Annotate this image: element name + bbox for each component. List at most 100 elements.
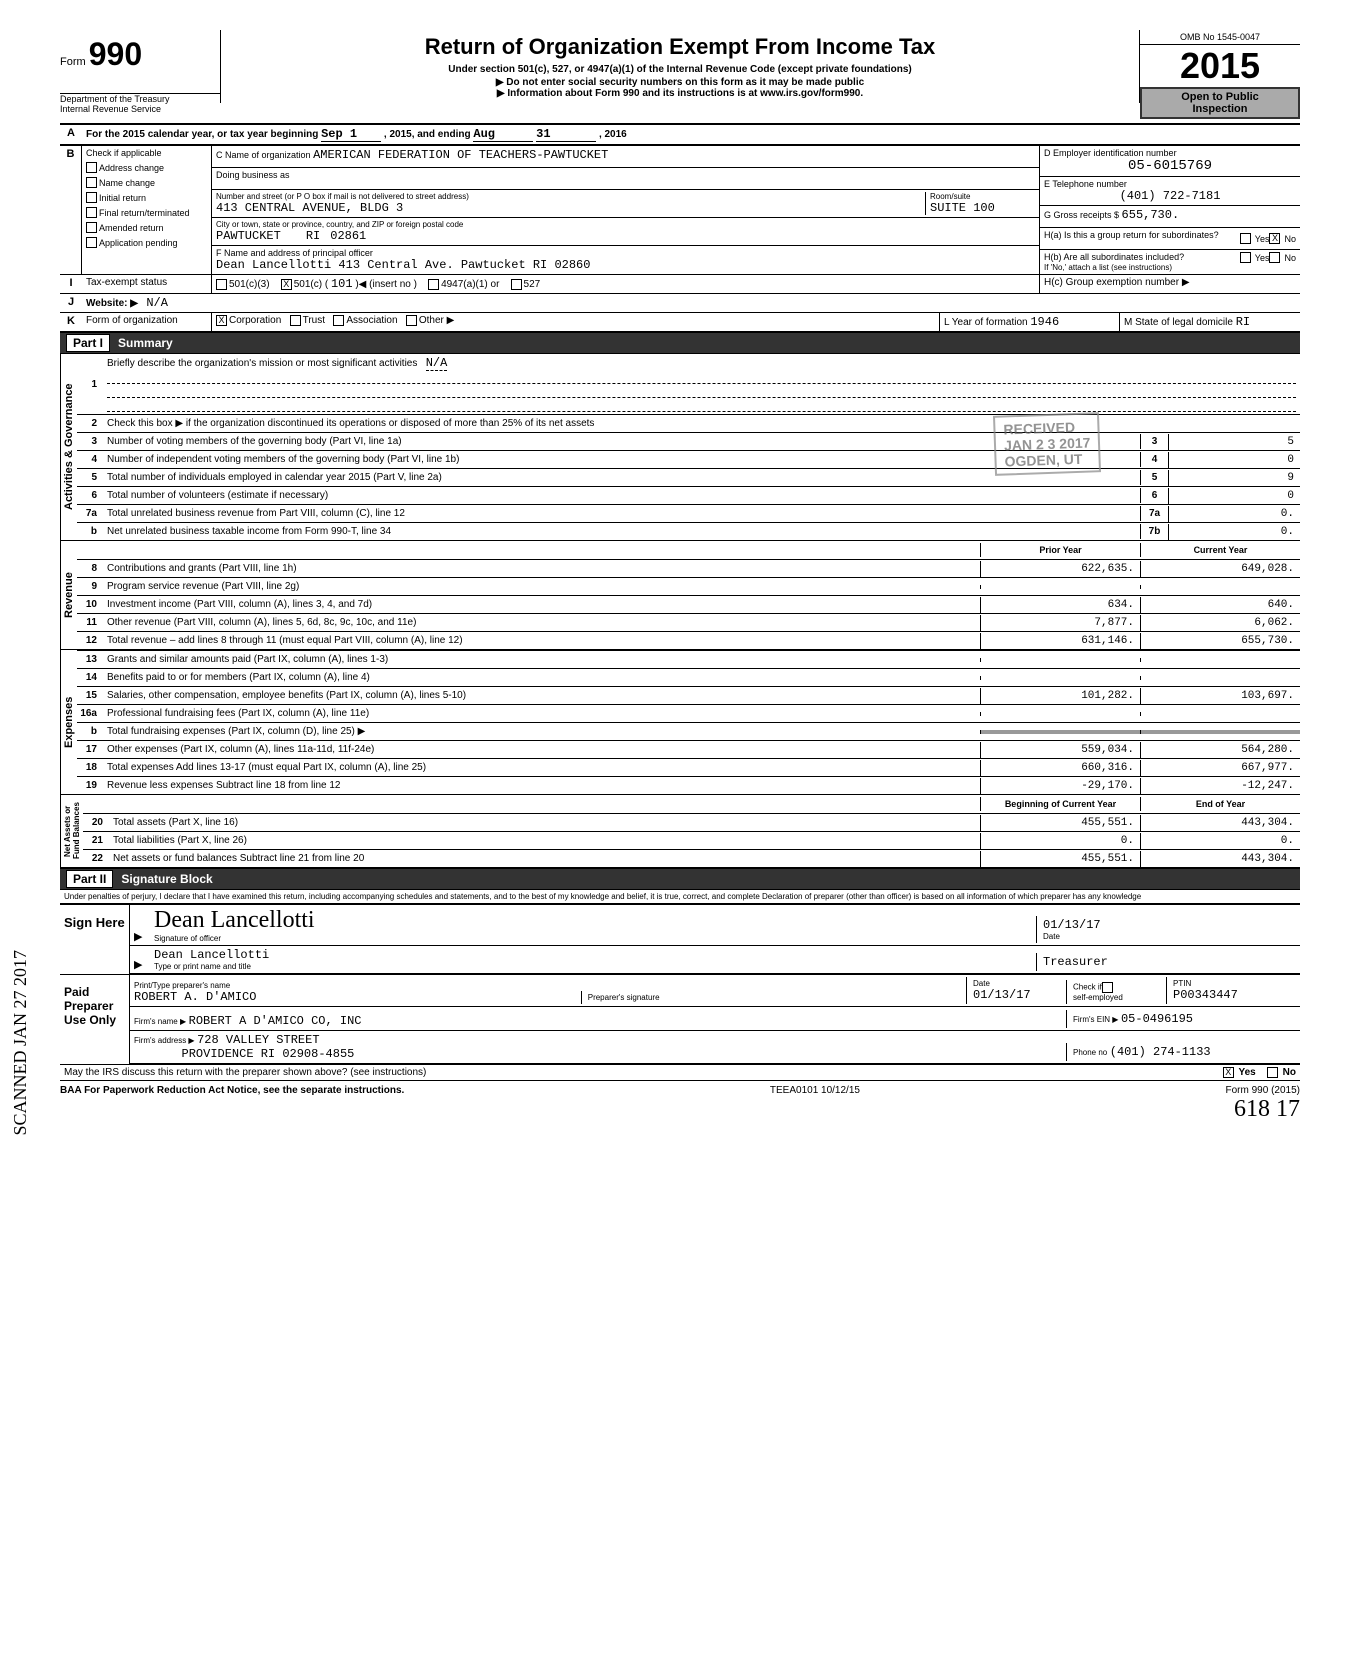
address-change-checkbox[interactable] <box>86 162 97 173</box>
h-note: If 'No,' attach a list (see instructions… <box>1044 263 1296 272</box>
sign-here-label: Sign Here <box>60 905 130 974</box>
line-num: b <box>77 724 103 739</box>
line-value: 5 <box>1168 434 1300 450</box>
ha-no-checkbox[interactable] <box>1269 233 1280 244</box>
discuss-question: May the IRS discuss this return with the… <box>64 1067 426 1078</box>
line-a-mid: , 2015, and ending <box>384 129 471 140</box>
line-num: 17 <box>77 742 103 757</box>
current-value: 649,028. <box>1140 561 1300 577</box>
firm-ein-label: Firm's EIN ▶ <box>1073 1015 1118 1024</box>
discuss-no-checkbox[interactable] <box>1267 1067 1278 1078</box>
line-value: 0. <box>1168 506 1300 522</box>
current-value: 667,977. <box>1140 760 1300 776</box>
prior-value: 559,034. <box>980 742 1140 758</box>
sig-date: 01/13/17 <box>1043 918 1290 932</box>
yof-label: L Year of formation <box>944 317 1028 328</box>
assoc-checkbox[interactable] <box>333 315 344 326</box>
501c3-checkbox[interactable] <box>216 279 227 290</box>
current-value: 655,730. <box>1140 633 1300 649</box>
current-value: 6,062. <box>1140 615 1300 631</box>
line-key: 7a <box>1140 506 1168 521</box>
corp-label: Corporation <box>229 315 281 326</box>
prior-value: 7,877. <box>980 615 1140 631</box>
paid-preparer-label: Paid Preparer Use Only <box>60 975 130 1064</box>
prep-name-label: Print/Type preparer's name <box>134 981 581 990</box>
penalties-text: Under penalties of perjury, I declare th… <box>60 889 1300 903</box>
corp-checkbox[interactable] <box>216 315 227 326</box>
room-label: Room/suite <box>930 192 1035 201</box>
501c-number: 101 <box>331 277 353 291</box>
state: RI <box>306 229 320 243</box>
gross-receipts: 655,730. <box>1122 208 1180 222</box>
line-desc: Program service revenue (Part VIII, line… <box>103 579 980 594</box>
officer: Dean Lancellotti 413 Central Ave. Pawtuc… <box>216 258 1035 272</box>
inspection-2: Inspection <box>1192 103 1247 115</box>
line-key: 6 <box>1140 488 1168 503</box>
501c-checkbox[interactable] <box>281 279 292 290</box>
line-num: 4 <box>77 452 103 467</box>
city: PAWTUCKET <box>216 229 281 243</box>
line-num: 18 <box>77 760 103 775</box>
inspection-1: Open to Public <box>1181 91 1259 103</box>
trust-checkbox[interactable] <box>290 315 301 326</box>
handwritten-note: 618 17 <box>60 1096 1300 1123</box>
officer-title: Treasurer <box>1036 953 1296 971</box>
current-value <box>1140 585 1300 589</box>
check-if-applicable: Check if applicable <box>82 146 211 160</box>
4947-checkbox[interactable] <box>428 279 439 290</box>
discuss-yes-checkbox[interactable] <box>1223 1067 1234 1078</box>
527-checkbox[interactable] <box>511 279 522 290</box>
row-k-label: K <box>60 313 82 331</box>
mission-value: N/A <box>426 356 448 371</box>
c-label: C Name of organization <box>216 150 311 160</box>
end-year-header: End of Year <box>1140 797 1300 811</box>
line-desc: Benefits paid to or for members (Part IX… <box>103 670 980 685</box>
row-i-label: I <box>60 275 82 293</box>
form-number: 990 <box>89 36 142 72</box>
hb-yes-checkbox[interactable] <box>1240 252 1251 263</box>
prior-value: -29,170. <box>980 778 1140 794</box>
begin-date: Sep 1 <box>321 127 381 142</box>
self-employed-label: self-employed <box>1073 993 1160 1002</box>
initial-return-checkbox[interactable] <box>86 192 97 203</box>
line-desc: Net assets or fund balances Subtract lin… <box>109 851 980 866</box>
line-1-num: 1 <box>77 377 103 392</box>
name-type-label: Type or print name and title <box>154 962 1036 971</box>
prior-value: 660,316. <box>980 760 1140 776</box>
self-employed-checkbox[interactable] <box>1102 982 1113 993</box>
ha-yes-checkbox[interactable] <box>1240 233 1251 244</box>
final-return-checkbox[interactable] <box>86 207 97 218</box>
line-num: 5 <box>77 470 103 485</box>
ptin-value: P00343447 <box>1173 988 1290 1002</box>
line-num: 22 <box>83 851 109 866</box>
current-value: 443,304. <box>1140 851 1300 867</box>
line-value: 0 <box>1168 452 1300 468</box>
amended-return-checkbox[interactable] <box>86 222 97 233</box>
cb-initial: Initial return <box>99 193 146 203</box>
line-key: 7b <box>1140 524 1168 539</box>
name-change-checkbox[interactable] <box>86 177 97 188</box>
street-address: 413 CENTRAL AVENUE, BLDG 3 <box>216 201 925 215</box>
line-desc: Total liabilities (Part X, line 26) <box>109 833 980 848</box>
ein: 05-6015769 <box>1044 158 1296 174</box>
line-1-desc: Briefly describe the organization's miss… <box>107 358 417 369</box>
e-label: E Telephone number <box>1044 179 1296 189</box>
line-num: 12 <box>77 633 103 648</box>
line-desc: Total fundraising expenses (Part IX, col… <box>103 724 980 739</box>
line-num: 6 <box>77 488 103 503</box>
prior-value <box>980 585 1140 589</box>
line-desc: Revenue less expenses Subtract line 18 f… <box>103 778 980 793</box>
note-1: ▶ Do not enter social security numbers o… <box>231 77 1129 88</box>
stamp-location: OGDEN, UT <box>1004 450 1091 469</box>
current-value <box>1140 658 1300 662</box>
line-num: 15 <box>77 688 103 703</box>
line-desc: Number of independent voting members of … <box>103 452 1140 467</box>
begin-year-header: Beginning of Current Year <box>980 797 1140 811</box>
no-label: No <box>1283 1067 1296 1078</box>
current-value: 443,304. <box>1140 815 1300 831</box>
hb-no-checkbox[interactable] <box>1269 252 1280 263</box>
line-desc: Total expenses Add lines 13-17 (must equ… <box>103 760 980 775</box>
other-checkbox[interactable] <box>406 315 417 326</box>
part-2-header: Part IISignature Block <box>60 867 1300 889</box>
application-pending-checkbox[interactable] <box>86 237 97 248</box>
